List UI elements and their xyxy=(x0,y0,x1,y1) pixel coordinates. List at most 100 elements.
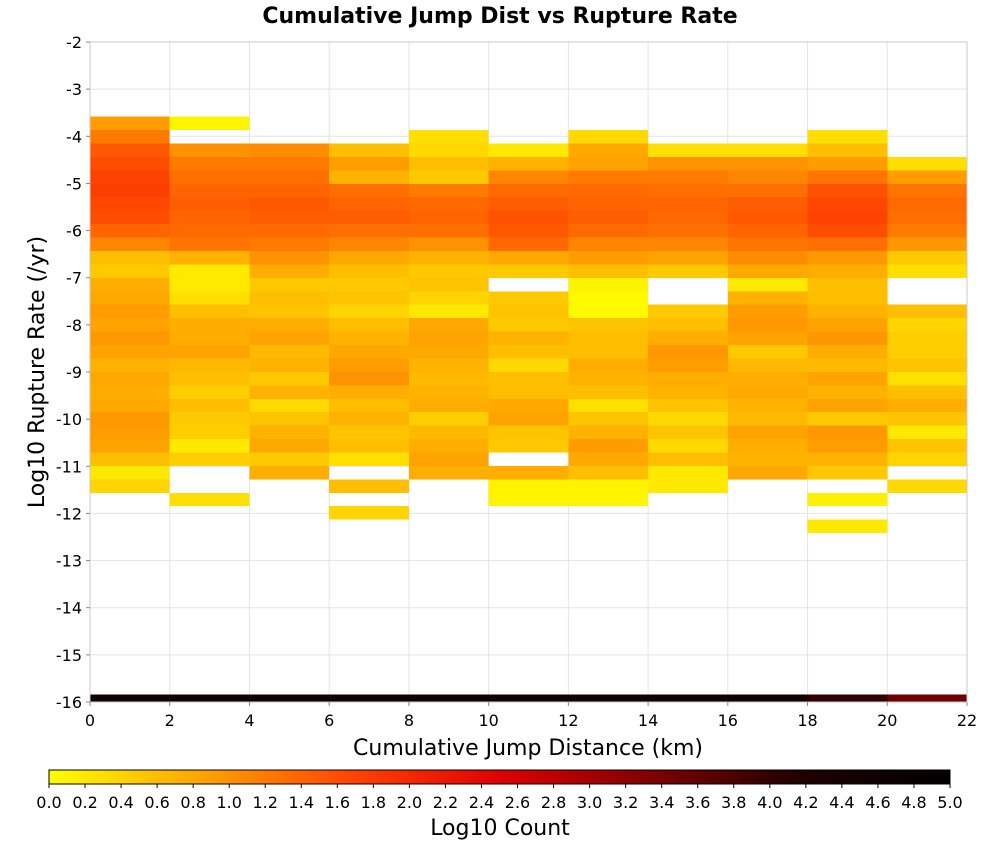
heatmap-cell xyxy=(807,439,888,453)
heatmap-cell xyxy=(249,304,330,319)
heatmap-cell xyxy=(169,237,250,251)
heatmap-cell xyxy=(90,264,170,278)
heatmap-cell xyxy=(727,170,808,184)
heatmap-cell xyxy=(90,224,170,238)
heatmap-cell xyxy=(329,170,409,184)
x-tick-label: 20 xyxy=(877,711,897,730)
heatmap-cell xyxy=(568,331,649,346)
heatmap-cell xyxy=(648,318,728,332)
heatmap-cell xyxy=(807,224,888,238)
y-tick-label: -2 xyxy=(66,33,82,52)
heatmap-cell xyxy=(648,250,728,265)
heatmap-cell xyxy=(90,358,170,372)
colorbar-tick-label: 4.2 xyxy=(793,793,818,812)
heatmap-cell xyxy=(887,183,967,198)
heatmap-cell xyxy=(727,277,808,292)
heatmap-cell xyxy=(568,358,649,372)
heatmap-cell xyxy=(329,277,409,292)
heatmap-cell xyxy=(329,224,409,238)
y-tick-label: -15 xyxy=(56,646,82,665)
heatmap-cell xyxy=(329,506,409,520)
heatmap-cell xyxy=(249,371,330,386)
heatmap-cell xyxy=(568,385,649,399)
heatmap-cell xyxy=(807,264,888,278)
heatmap-cell xyxy=(807,425,888,440)
heatmap-cell xyxy=(887,479,967,493)
colorbar-tick-label: 2.8 xyxy=(541,793,566,812)
heatmap-cell xyxy=(488,385,569,399)
heatmap-cell xyxy=(329,452,409,466)
heatmap-cell xyxy=(169,143,250,157)
heatmap-cell xyxy=(648,398,728,413)
heatmap-cell xyxy=(488,318,569,332)
x-tick-label: 2 xyxy=(165,711,175,730)
heatmap-cell xyxy=(887,264,967,278)
x-tick-label: 14 xyxy=(638,711,658,730)
heatmap-cell xyxy=(408,291,489,305)
heatmap-cell xyxy=(568,452,649,466)
heatmap-cell xyxy=(408,170,489,184)
heatmap-cells xyxy=(90,116,967,702)
heatmap-cell xyxy=(807,250,888,265)
colorbar-tick-label: 0.2 xyxy=(72,793,97,812)
heatmap-cell xyxy=(648,358,728,372)
heatmap-cell xyxy=(329,156,409,171)
heatmap-cell xyxy=(648,183,728,198)
heatmap-cell xyxy=(249,143,330,157)
heatmap-cell xyxy=(408,385,489,399)
heatmap-cell xyxy=(807,465,888,480)
y-tick-label: -12 xyxy=(56,504,82,523)
y-axis-label: Log10 Rupture Rate (/yr) xyxy=(25,236,50,508)
colorbar-tick-label: 1.4 xyxy=(289,793,314,812)
heatmap-cell xyxy=(488,412,569,426)
heatmap-cell xyxy=(488,291,569,305)
heatmap-cell xyxy=(169,156,250,171)
heatmap-cell xyxy=(887,694,967,702)
heatmap-cell xyxy=(488,197,569,211)
heatmap-cell xyxy=(648,264,728,278)
heatmap-cell xyxy=(408,250,489,265)
y-tick-label: -4 xyxy=(66,127,82,146)
colorbar-tick-label: 1.2 xyxy=(253,793,278,812)
heatmap-cell xyxy=(887,318,967,332)
heatmap-cell xyxy=(727,291,808,305)
heatmap-cell xyxy=(887,210,967,225)
heatmap-cell xyxy=(329,318,409,332)
y-tick-label: -9 xyxy=(66,363,82,382)
heatmap-cell xyxy=(488,398,569,413)
heatmap-cell xyxy=(648,331,728,346)
heatmap-cell xyxy=(329,331,409,346)
heatmap-cell xyxy=(568,197,649,211)
heatmap-cell xyxy=(169,264,250,278)
heatmap-cell xyxy=(648,385,728,399)
heatmap-cell xyxy=(90,156,170,171)
colorbar-tick-label: 3.6 xyxy=(685,793,710,812)
heatmap-cell xyxy=(807,345,888,359)
heatmap-cell xyxy=(249,318,330,332)
heatmap-cell xyxy=(408,143,489,157)
heatmap-cell xyxy=(727,358,808,372)
heatmap-cell xyxy=(568,291,649,305)
heatmap-cell xyxy=(90,694,170,702)
heatmap-cell xyxy=(648,694,728,702)
y-tick-label: -10 xyxy=(56,410,82,429)
x-tick-label: 10 xyxy=(478,711,498,730)
heatmap-cell xyxy=(90,183,170,198)
heatmap-cell xyxy=(249,224,330,238)
heatmap-cell xyxy=(887,197,967,211)
colorbar-tick-label: 0.8 xyxy=(180,793,205,812)
heatmap-cell xyxy=(90,197,170,211)
colorbar-tick-label: 4.0 xyxy=(757,793,782,812)
heatmap-cell xyxy=(727,439,808,453)
heatmap-cell xyxy=(648,156,728,171)
heatmap-cell xyxy=(727,465,808,480)
heatmap-cell xyxy=(807,452,888,466)
heatmap-cell xyxy=(807,170,888,184)
heatmap-cell xyxy=(329,371,409,386)
heatmap-cell xyxy=(488,304,569,319)
heatmap-cell xyxy=(169,425,250,440)
x-tick-label: 0 xyxy=(85,711,95,730)
heatmap-cell xyxy=(887,412,967,426)
heatmap-cell xyxy=(408,304,489,319)
heatmap-cell xyxy=(488,425,569,440)
